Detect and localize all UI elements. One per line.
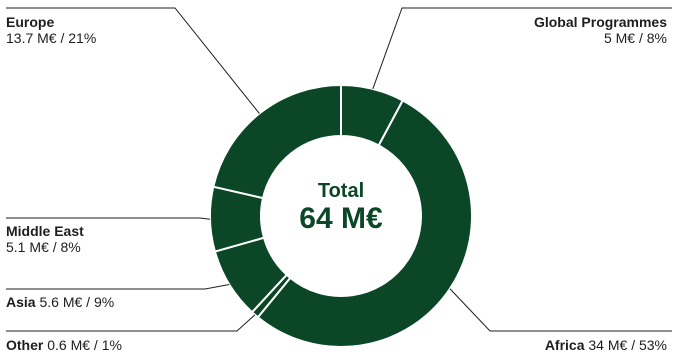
label-global-programmes: Global Programmes 5 M€ / 8% — [534, 14, 667, 46]
label-other-name: Other — [6, 337, 44, 353]
label-asia-name: Asia — [6, 294, 36, 310]
label-other: Other 0.6 M€ / 1% — [6, 337, 122, 353]
leader-line-asia — [6, 283, 230, 290]
label-europe-name: Europe — [6, 14, 55, 30]
center-label: Total — [317, 180, 365, 202]
leader-line-middle-east — [6, 217, 211, 220]
slice-europe — [212, 83, 342, 200]
leader-line-global — [372, 7, 672, 90]
donut-center: Total 64 M€ — [256, 180, 426, 236]
slice-africa — [256, 99, 473, 348]
label-europe-value: 13.7 M€ / 21% — [6, 30, 97, 46]
label-africa-value: 34 M€ / 53% — [588, 337, 667, 353]
label-asia-value: 5.6 M€ / 9% — [39, 294, 115, 310]
label-middle-east-name: Middle East — [6, 223, 84, 239]
leader-line-other — [6, 314, 256, 332]
label-middle-east-value: 5.1 M€ / 8% — [6, 239, 81, 255]
leader-line-europe — [6, 7, 260, 114]
label-global-value: 5 M€ / 8% — [603, 30, 667, 46]
slices-group — [209, 83, 473, 348]
label-middle-east: Middle East 5.1 M€ / 8% — [6, 223, 84, 255]
leader-lines — [6, 7, 672, 332]
label-africa: Africa 34 M€ / 53% — [545, 337, 667, 353]
label-global-name: Global Programmes — [533, 14, 667, 30]
label-africa-name: Africa — [544, 337, 585, 353]
center-value: 64 M€ — [299, 202, 383, 235]
label-europe: Europe 13.7 M€ / 21% — [6, 14, 96, 46]
label-other-value: 0.6 M€ / 1% — [47, 337, 122, 353]
label-asia: Asia 5.6 M€ / 9% — [6, 294, 114, 310]
leader-line-africa — [449, 288, 672, 332]
